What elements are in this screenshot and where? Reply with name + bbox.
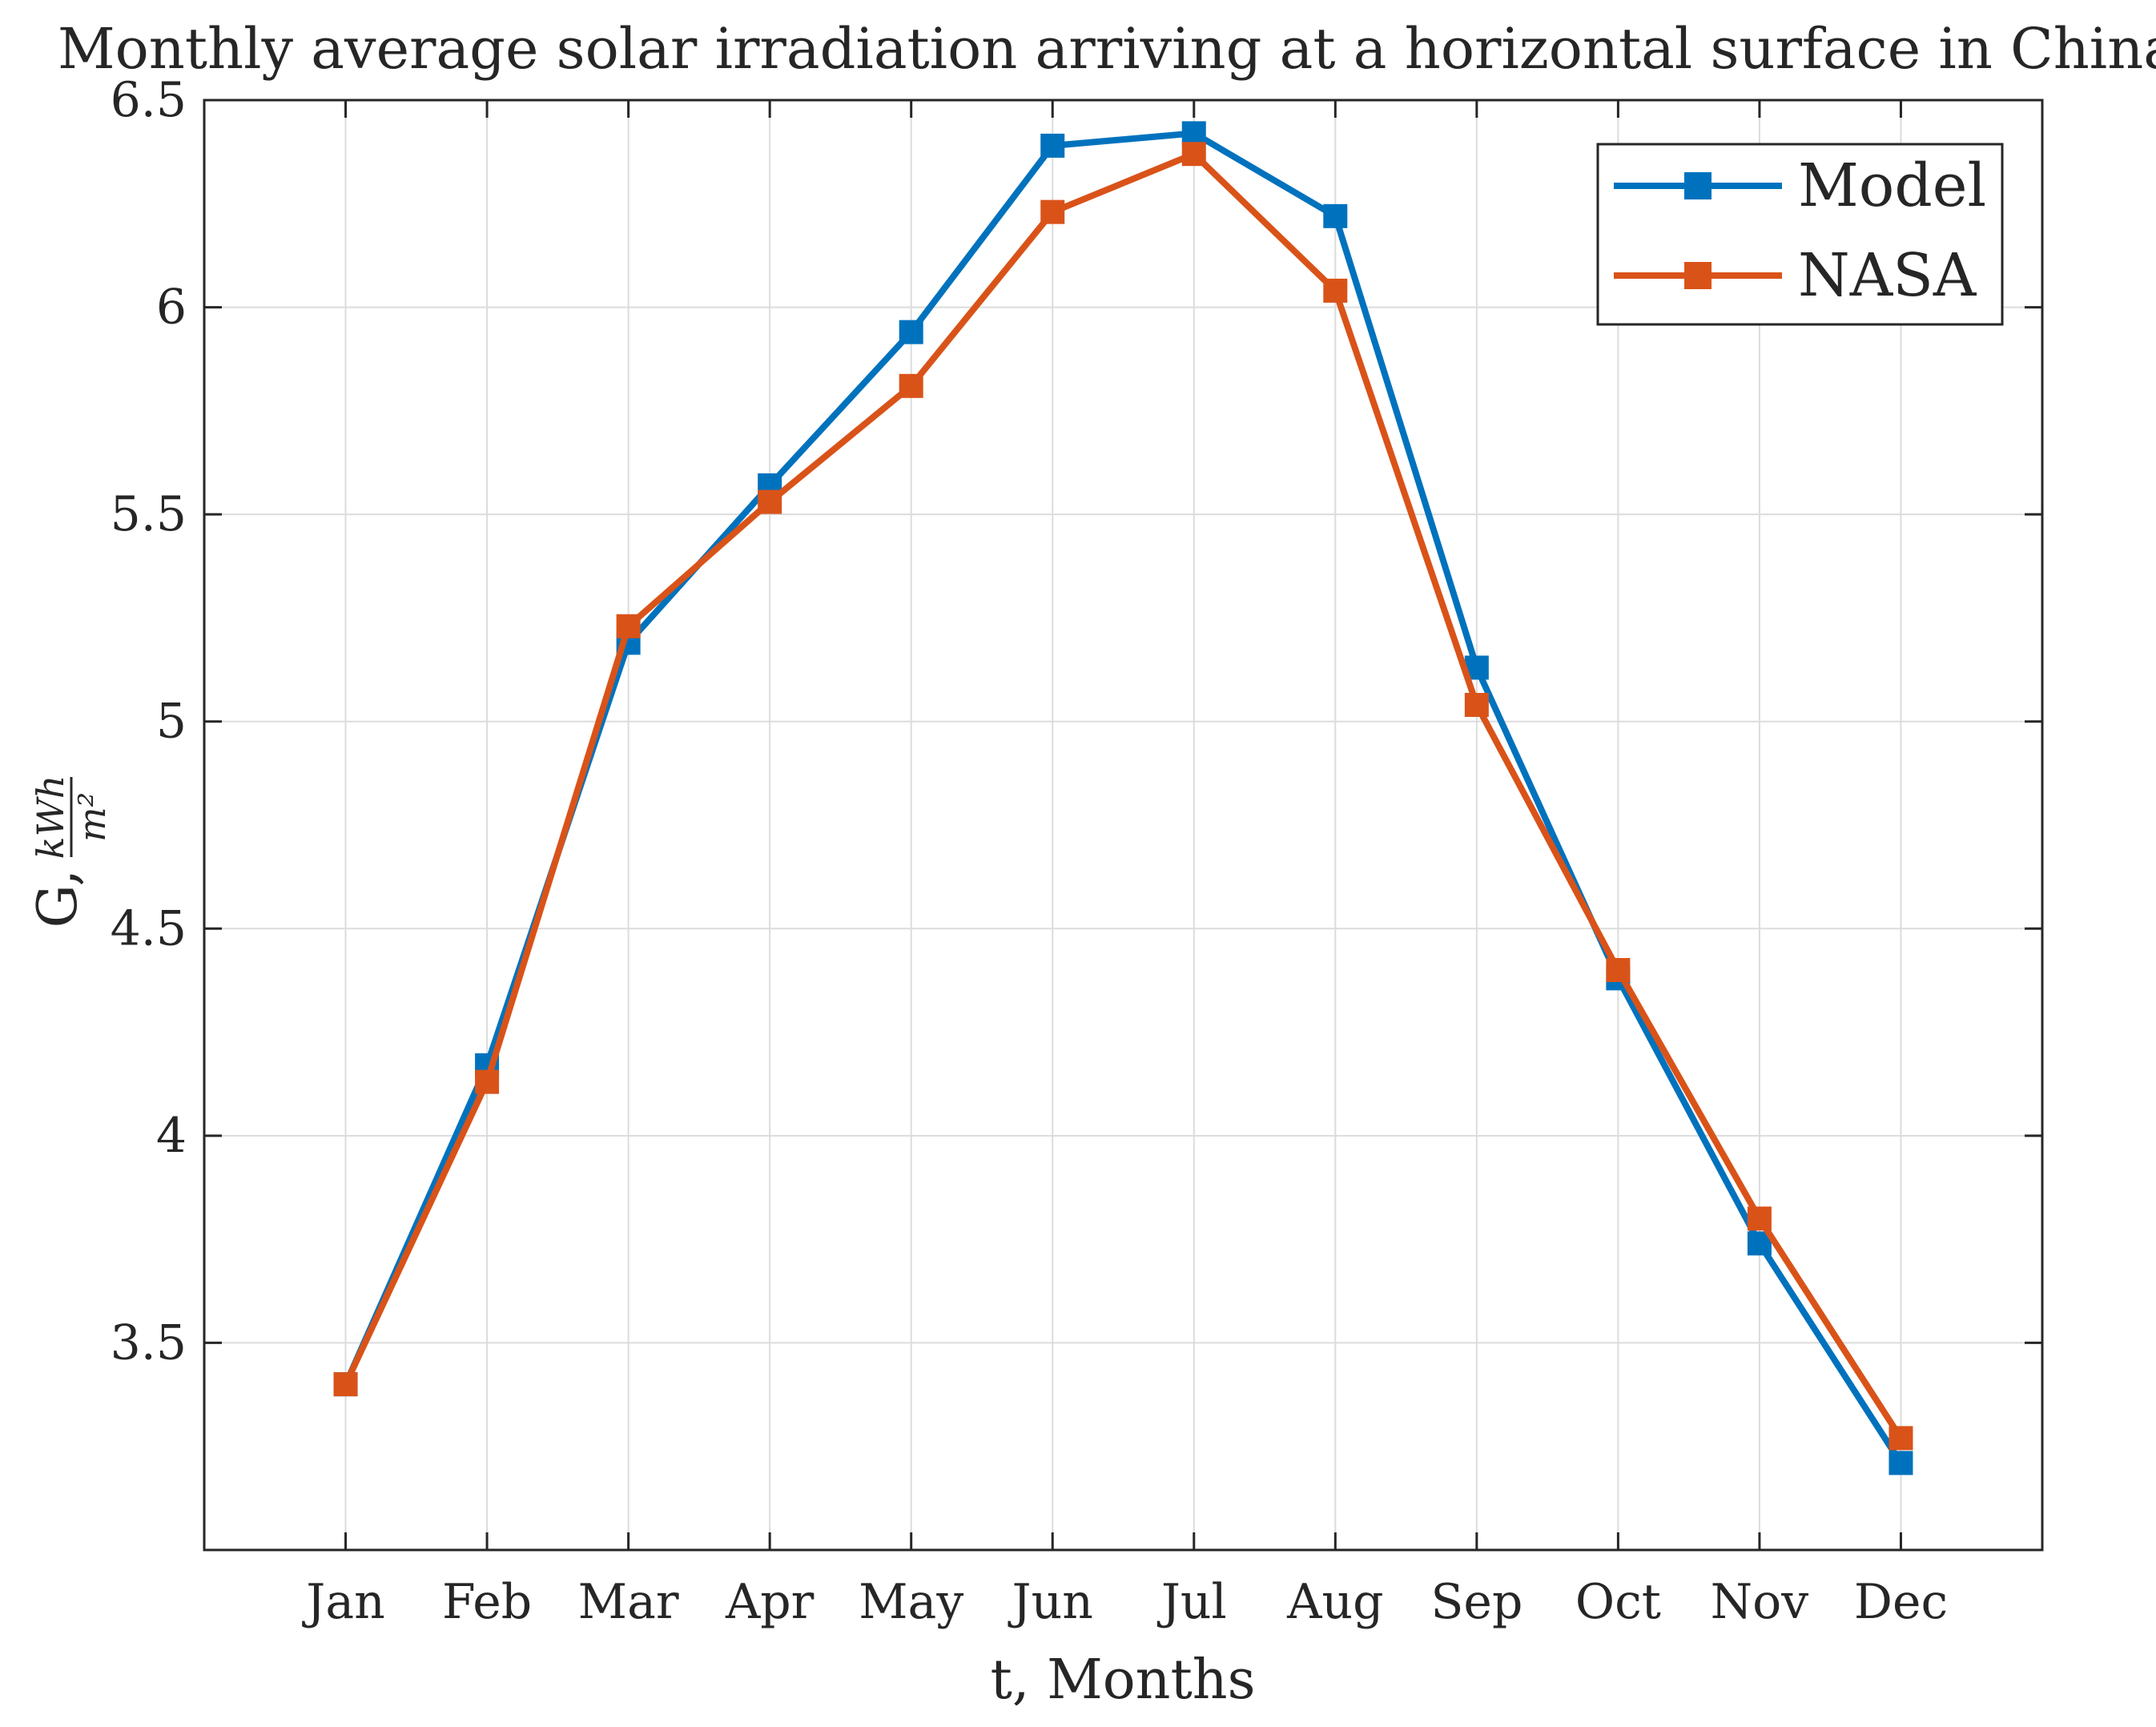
x-tick-label: Aug bbox=[1286, 1574, 1383, 1630]
data-point bbox=[1181, 121, 1206, 146]
legend-entry-nasa: NASA bbox=[1614, 241, 1977, 310]
series-line bbox=[342, 130, 1904, 1465]
y-tick-label: 4.5 bbox=[111, 900, 187, 956]
data-point bbox=[1040, 133, 1065, 158]
data-point bbox=[899, 320, 923, 344]
legend-marker bbox=[1684, 262, 1712, 289]
y-axis-label-prefix: G, bbox=[26, 869, 90, 928]
y-tick-label: 5 bbox=[156, 694, 187, 750]
data-point bbox=[1464, 693, 1489, 718]
y-axis-label: G, kWh m² bbox=[26, 775, 114, 928]
data-point bbox=[475, 1069, 500, 1094]
legend-box bbox=[1596, 143, 2004, 326]
x-tick-label: Jun bbox=[1008, 1574, 1093, 1630]
data-point bbox=[1889, 1426, 1913, 1451]
data-point bbox=[758, 489, 782, 514]
x-tick-label: Nov bbox=[1711, 1574, 1809, 1630]
legend-entry-model: Model bbox=[1614, 151, 1986, 220]
data-point bbox=[1323, 278, 1348, 303]
data-point bbox=[1323, 203, 1348, 228]
series-nasa bbox=[333, 142, 1913, 1451]
plot-area bbox=[203, 99, 2044, 1552]
x-tick-label: Feb bbox=[442, 1574, 532, 1630]
legend-label: NASA bbox=[1798, 241, 1977, 310]
data-point bbox=[1040, 199, 1065, 224]
legend-marker bbox=[1684, 172, 1712, 199]
legend: Model NASA bbox=[1596, 143, 2004, 326]
legend-label: Model bbox=[1798, 151, 1986, 220]
x-tick-label: Oct bbox=[1575, 1574, 1661, 1630]
y-tick-label: 6 bbox=[156, 280, 187, 336]
x-tick-label: Jul bbox=[1156, 1574, 1227, 1630]
x-tick-label: Jan bbox=[301, 1574, 384, 1630]
series-line bbox=[342, 151, 1904, 1440]
x-tick-label: Dec bbox=[1854, 1574, 1948, 1630]
x-tick-label: May bbox=[859, 1574, 963, 1630]
data-point bbox=[899, 373, 923, 398]
data-point bbox=[616, 614, 641, 638]
data-point bbox=[1181, 142, 1206, 167]
series-group bbox=[333, 121, 1913, 1475]
x-tick-label: Sep bbox=[1430, 1574, 1522, 1630]
x-tick-label: Mar bbox=[578, 1574, 679, 1630]
y-tick-label: 4 bbox=[156, 1108, 187, 1164]
x-tick-label: Apr bbox=[725, 1574, 815, 1630]
data-point bbox=[1889, 1451, 1913, 1475]
chart-title: Monthly average solar irradiation arrivi… bbox=[58, 16, 2156, 82]
y-tick-label: 6.5 bbox=[111, 72, 187, 128]
axes-ticks: Jan Feb Mar Apr May Jun Jul Aug Sep Oct Nov Dec 3.5 4… bbox=[111, 72, 2042, 1630]
data-point bbox=[333, 1372, 358, 1397]
y-axis-unit-numerator: kWh bbox=[29, 775, 72, 859]
y-axis-unit-denominator: m² bbox=[70, 792, 114, 842]
y-tick-label: 3.5 bbox=[111, 1314, 187, 1371]
data-point bbox=[1747, 1206, 1772, 1231]
x-axis-label: t, Months bbox=[991, 1648, 1256, 1712]
data-point bbox=[1606, 958, 1631, 982]
y-tick-label: 5.5 bbox=[111, 486, 187, 542]
